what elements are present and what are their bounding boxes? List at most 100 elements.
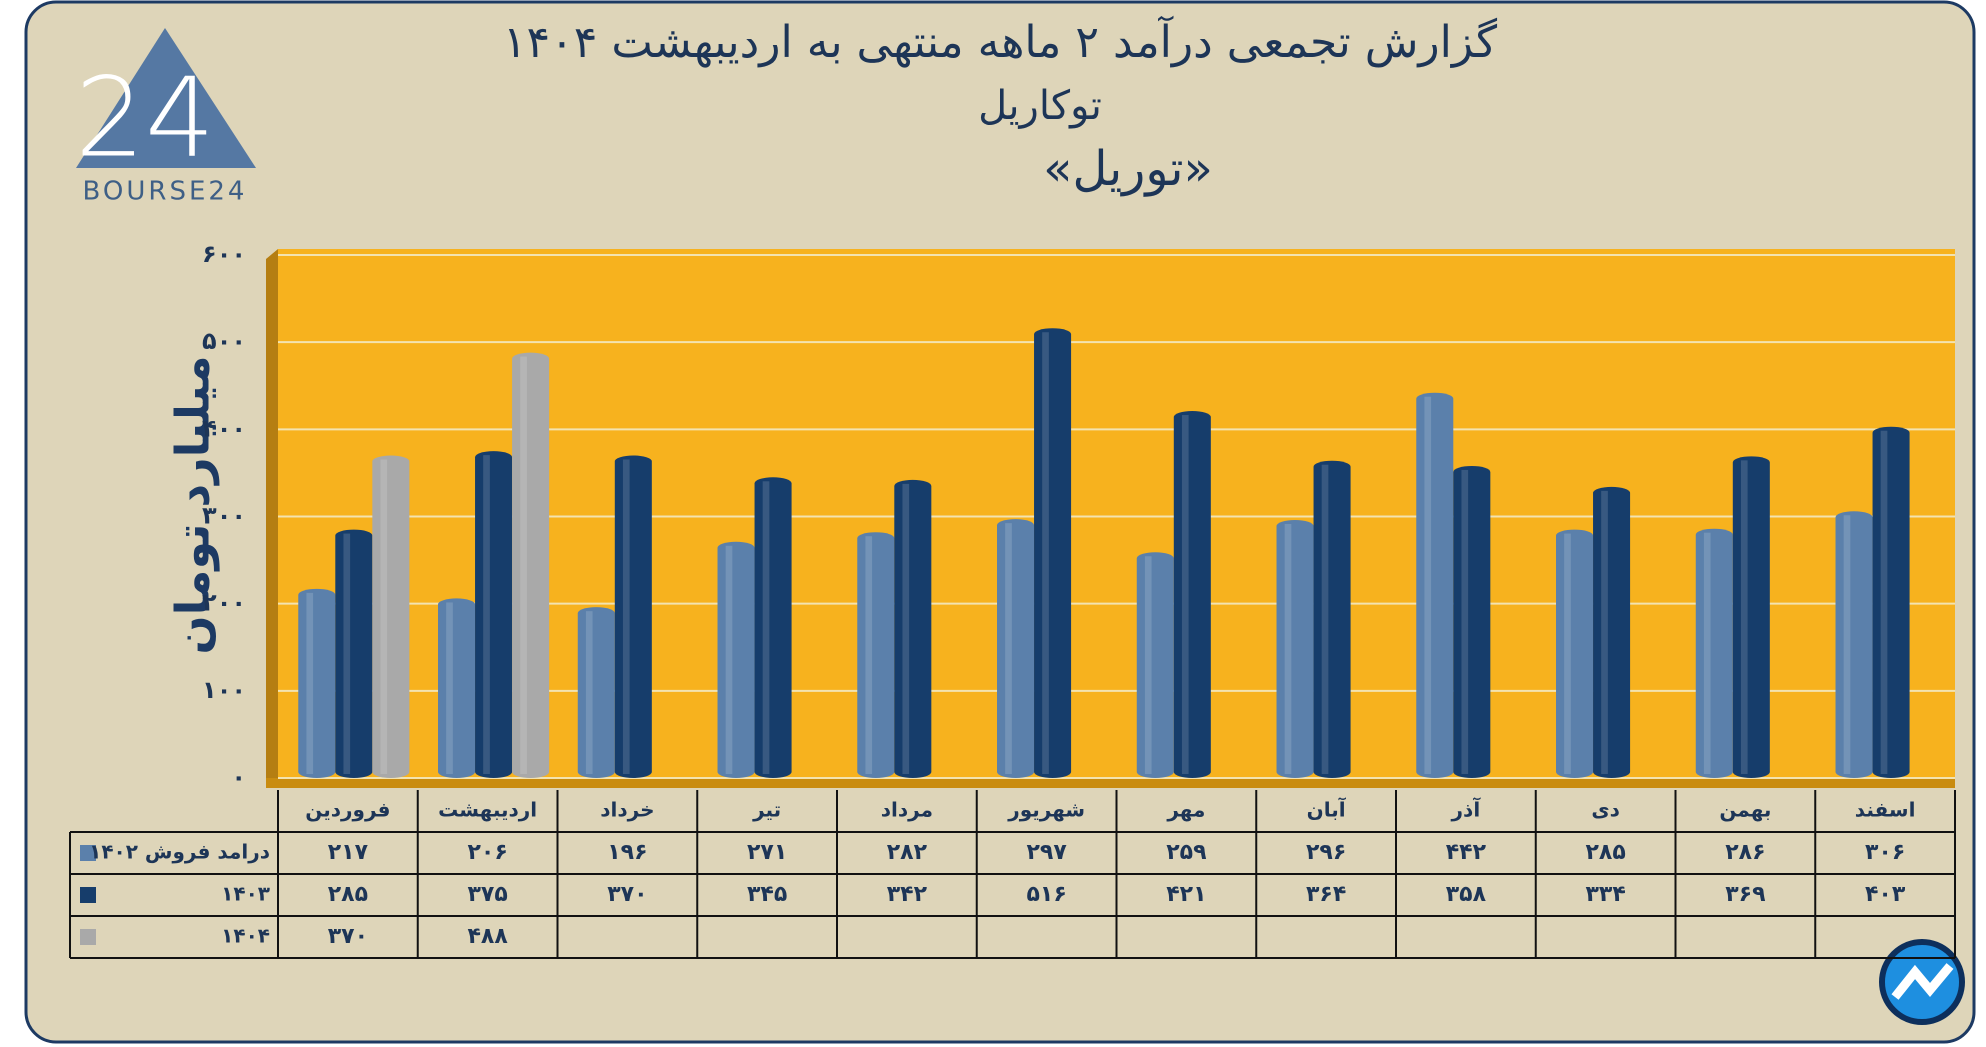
bar-body [475, 451, 513, 778]
legend-swatch [80, 887, 96, 903]
bar-highlight [865, 536, 873, 774]
bar-body [1835, 511, 1873, 778]
bar-body [894, 479, 932, 778]
table-value: ۳۷۵ [467, 882, 507, 907]
bar [1416, 392, 1454, 778]
bar [475, 451, 513, 778]
table-value: ۳۷۰ [607, 882, 647, 907]
bar [438, 598, 476, 778]
bar-highlight [1601, 490, 1608, 774]
bar-body [1556, 529, 1594, 778]
bar [372, 455, 410, 778]
table-value: ۲۰۶ [467, 840, 507, 865]
bar [577, 607, 615, 778]
bar-body [1872, 426, 1910, 778]
y-tick-label: ۱۰۰ [202, 676, 246, 704]
y-tick-label: ۲۰۰ [202, 589, 246, 617]
bar-body [1173, 411, 1211, 778]
table-value: ۳۵۸ [1446, 882, 1487, 907]
table-value: ۳۷۰ [328, 924, 368, 949]
y-tick-label: ۰ [231, 763, 246, 791]
bar-body [717, 541, 755, 778]
bar [1313, 460, 1351, 778]
bar-highlight [1042, 332, 1049, 774]
bar-body [1276, 519, 1314, 778]
bar [512, 352, 550, 778]
y-tick-label: ۳۰۰ [202, 502, 246, 530]
bar [754, 477, 792, 778]
logo: 24 BOURSE24 [75, 28, 256, 207]
bar-body [372, 455, 410, 778]
x-tick-label: خرداد [600, 798, 654, 822]
bar-body [577, 607, 615, 778]
bar [1173, 411, 1211, 778]
x-tick-label: شهریور [1007, 798, 1085, 822]
x-tick-label: بهمن [1719, 798, 1771, 822]
logo-mark: 24 [75, 53, 215, 181]
x-tick-label: آذر [1451, 797, 1482, 822]
bar-highlight [483, 455, 490, 774]
table-value: ۳۴۲ [887, 882, 928, 907]
legend-label: ۱۴۰۳ [221, 882, 270, 906]
table-value: ۳۴۵ [747, 882, 787, 907]
bar-highlight [1880, 430, 1888, 774]
corner-icon [1879, 939, 1965, 1025]
legend-swatch [80, 845, 96, 861]
legend-label: درامد فروش ۱۴۰۲ [89, 840, 270, 864]
table-value: ۳۶۴ [1306, 882, 1346, 907]
legend-label: ۱۴۰۴ [221, 924, 270, 948]
bar [894, 479, 932, 778]
table-value: ۲۹۷ [1026, 840, 1067, 865]
bar-highlight [1424, 396, 1432, 774]
table-value: ۲۸۵ [1585, 840, 1625, 865]
table-value: ۴۰۳ [1865, 882, 1906, 907]
y-tick-label: ۶۰۰ [202, 240, 246, 268]
table-value: ۳۳۴ [1585, 882, 1625, 907]
bar-highlight [343, 533, 351, 774]
bar [1136, 552, 1174, 778]
bar-body [512, 352, 550, 778]
bar-body [857, 532, 895, 778]
table-value: ۲۵۹ [1166, 840, 1206, 865]
bar-body [1313, 460, 1351, 778]
table-value: ۴۸۸ [467, 924, 508, 949]
table-value: ۲۸۶ [1725, 840, 1765, 865]
bar [997, 519, 1035, 778]
bar-highlight [520, 356, 527, 774]
bar-highlight [1005, 523, 1012, 774]
bar [1556, 529, 1594, 778]
y-tick-label: ۵۰۰ [202, 327, 246, 355]
bar-highlight [1843, 515, 1851, 774]
bar-body [1695, 528, 1733, 778]
x-tick-label: مهر [1166, 798, 1205, 822]
table-value: ۵۱۶ [1026, 882, 1066, 907]
x-tick-label: دی [1591, 798, 1620, 822]
bar-body [335, 529, 373, 778]
bar [1835, 511, 1873, 778]
x-tick-label: اردیبهشت [438, 798, 537, 822]
bar-highlight [1321, 464, 1329, 774]
bar [1034, 328, 1072, 778]
bar-highlight [1461, 469, 1469, 774]
bar-body [1034, 328, 1072, 778]
bar [857, 532, 895, 778]
x-tick-label: مرداد [881, 798, 933, 822]
table-value: ۱۹۶ [607, 840, 647, 865]
chart-symbol: «توریل» [1043, 141, 1213, 197]
bar-body [438, 598, 476, 778]
bar-body [1453, 465, 1491, 778]
bar [1593, 486, 1631, 778]
table-value: ۴۴۲ [1446, 840, 1487, 865]
x-tick-label: فروردین [305, 798, 390, 822]
bar-highlight [725, 545, 733, 774]
bar-highlight [306, 592, 314, 774]
bar-highlight [1564, 533, 1571, 774]
bar-highlight [380, 459, 388, 774]
bar-highlight [1181, 415, 1189, 774]
bar-body [298, 588, 336, 778]
table-value: ۲۸۵ [328, 882, 368, 907]
plot-floor [266, 778, 1955, 788]
bar [1453, 465, 1491, 778]
bar [717, 541, 755, 778]
